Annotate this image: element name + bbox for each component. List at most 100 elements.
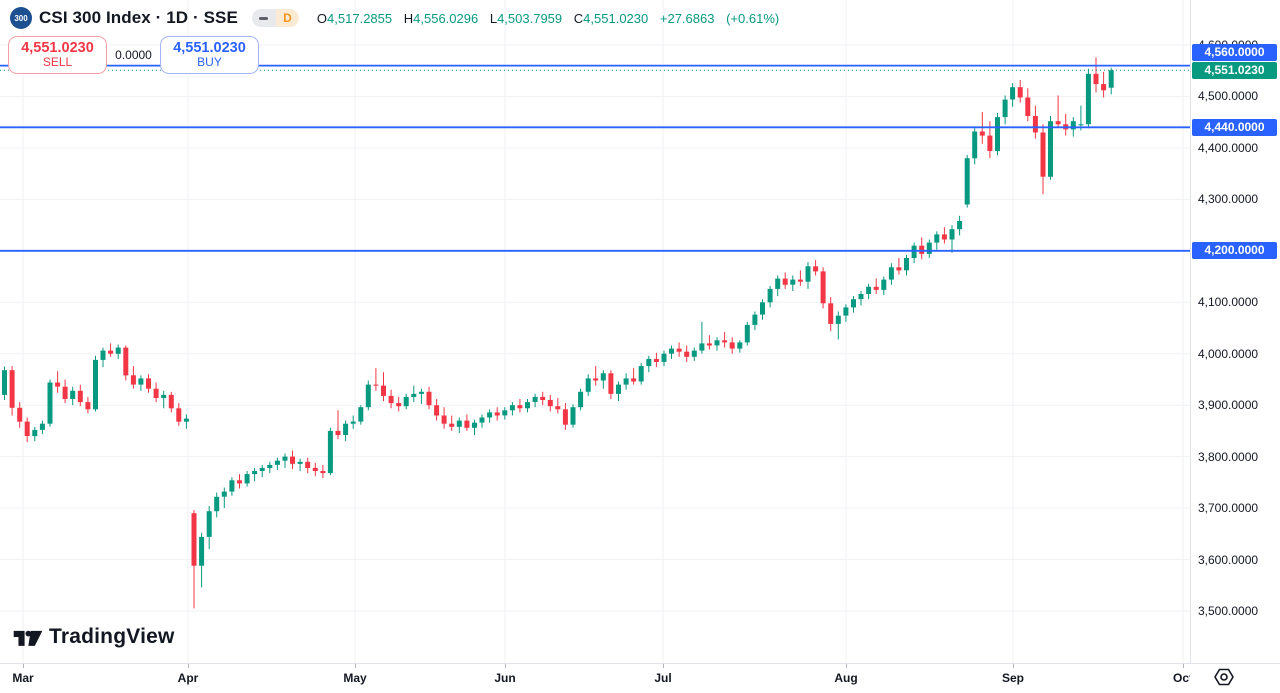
candle <box>820 267 826 309</box>
candle <box>737 340 743 353</box>
candle <box>760 299 765 320</box>
candle <box>585 374 591 396</box>
candle <box>1025 88 1031 122</box>
candle <box>661 350 667 367</box>
candle <box>335 410 341 440</box>
candle <box>797 270 803 286</box>
minus-icon[interactable] <box>251 9 276 27</box>
candle <box>130 366 136 389</box>
time-tick-label[interactable]: Apr <box>177 671 199 685</box>
candle <box>881 276 887 296</box>
sell-button[interactable]: 4,551.0230 SELL <box>8 36 107 74</box>
chart-legend: 300 CSI 300 Index · 1D · SSE D O4,517.28… <box>10 6 779 30</box>
candle <box>744 321 750 346</box>
candle <box>775 275 781 297</box>
candle <box>267 461 273 474</box>
candle <box>813 260 819 276</box>
price-tick-label: 3,500.0000 <box>1198 604 1259 618</box>
candle <box>479 414 485 428</box>
change-value: +27.6863 <box>659 10 715 26</box>
candle <box>365 380 371 411</box>
tradingview-mark-icon <box>13 630 43 646</box>
candle <box>327 427 333 476</box>
time-axis[interactable]: Mar Apr May Jun Jul Aug Sep Oct <box>0 663 1280 693</box>
candle <box>297 458 303 471</box>
candle <box>964 155 970 208</box>
candle <box>684 345 690 362</box>
candlestick-chart[interactable] <box>0 0 1190 663</box>
price-tick-label: 4,000.0000 <box>1198 347 1259 361</box>
price-tick-label: 3,900.0000 <box>1198 398 1259 412</box>
candle <box>525 399 530 413</box>
time-tick <box>846 664 847 668</box>
candle <box>767 285 773 308</box>
candle <box>616 381 621 402</box>
candle <box>851 296 856 313</box>
candle <box>403 393 409 410</box>
candle <box>100 347 106 368</box>
time-tick-label[interactable]: Sep <box>1001 671 1025 685</box>
candle <box>866 283 872 300</box>
candle <box>47 379 53 427</box>
candle <box>320 464 326 479</box>
tradingview-logo[interactable]: TradingView <box>13 624 175 650</box>
time-tick <box>663 664 664 668</box>
close-value: 4,551.0230 <box>583 10 649 26</box>
low-label: L <box>489 10 498 26</box>
candle <box>373 368 379 391</box>
candle <box>441 407 447 429</box>
candle <box>1093 57 1099 93</box>
candle <box>532 393 538 408</box>
candle <box>434 399 440 421</box>
time-tick-label[interactable]: Jul <box>654 671 672 685</box>
candle <box>828 297 834 332</box>
candle <box>888 263 894 285</box>
candle <box>873 278 879 294</box>
candle <box>290 450 295 469</box>
candle <box>426 386 432 410</box>
candle <box>699 321 705 354</box>
candle <box>934 231 940 250</box>
time-tick <box>1183 664 1184 668</box>
candle <box>115 344 121 359</box>
candle <box>487 409 493 423</box>
candle <box>396 396 402 412</box>
candle <box>252 467 258 482</box>
candle <box>926 239 932 258</box>
candle <box>418 388 424 405</box>
time-tick-label[interactable]: Mar <box>12 671 34 685</box>
ohlc-readout: O4,517.2855 H4,556.0296 L4,503.7959 C4,5… <box>317 11 779 26</box>
interval-label[interactable]: D <box>275 9 299 27</box>
candle <box>1063 114 1069 136</box>
price-tick-label: 4,400.0000 <box>1198 141 1259 155</box>
candle <box>191 510 197 609</box>
interval-toggle[interactable]: D <box>251 9 299 27</box>
time-tick <box>188 664 189 668</box>
candle <box>653 352 659 368</box>
buy-label: BUY <box>197 55 222 70</box>
time-tick-label[interactable]: Oct <box>1172 671 1190 685</box>
time-tick-label[interactable]: May <box>343 671 367 685</box>
price-line-badge: 4,440.0000 <box>1192 119 1277 136</box>
candle <box>631 368 637 385</box>
candle <box>782 272 788 289</box>
candle <box>153 382 159 403</box>
time-tick <box>1013 664 1014 668</box>
low-value: 4,503.7959 <box>497 10 563 26</box>
candle <box>244 471 250 487</box>
candle <box>608 370 614 399</box>
candle <box>919 237 925 260</box>
price-tick-label: 4,100.0000 <box>1198 295 1259 309</box>
buy-button[interactable]: 4,551.0230 BUY <box>160 36 259 74</box>
time-tick-label[interactable]: Aug <box>834 671 858 685</box>
candle <box>494 407 500 421</box>
sell-label: SELL <box>42 55 73 70</box>
time-tick-label[interactable]: Jun <box>494 671 516 685</box>
gear-icon[interactable] <box>1213 668 1235 686</box>
candle <box>388 389 394 409</box>
symbol-title: CSI 300 Index · 1D · SSE <box>39 8 238 27</box>
candle <box>570 404 576 428</box>
candle <box>1010 83 1016 107</box>
price-axis[interactable]: 4,600.00004,500.00004,400.00004,300.0000… <box>1190 0 1280 663</box>
candle <box>199 532 205 588</box>
